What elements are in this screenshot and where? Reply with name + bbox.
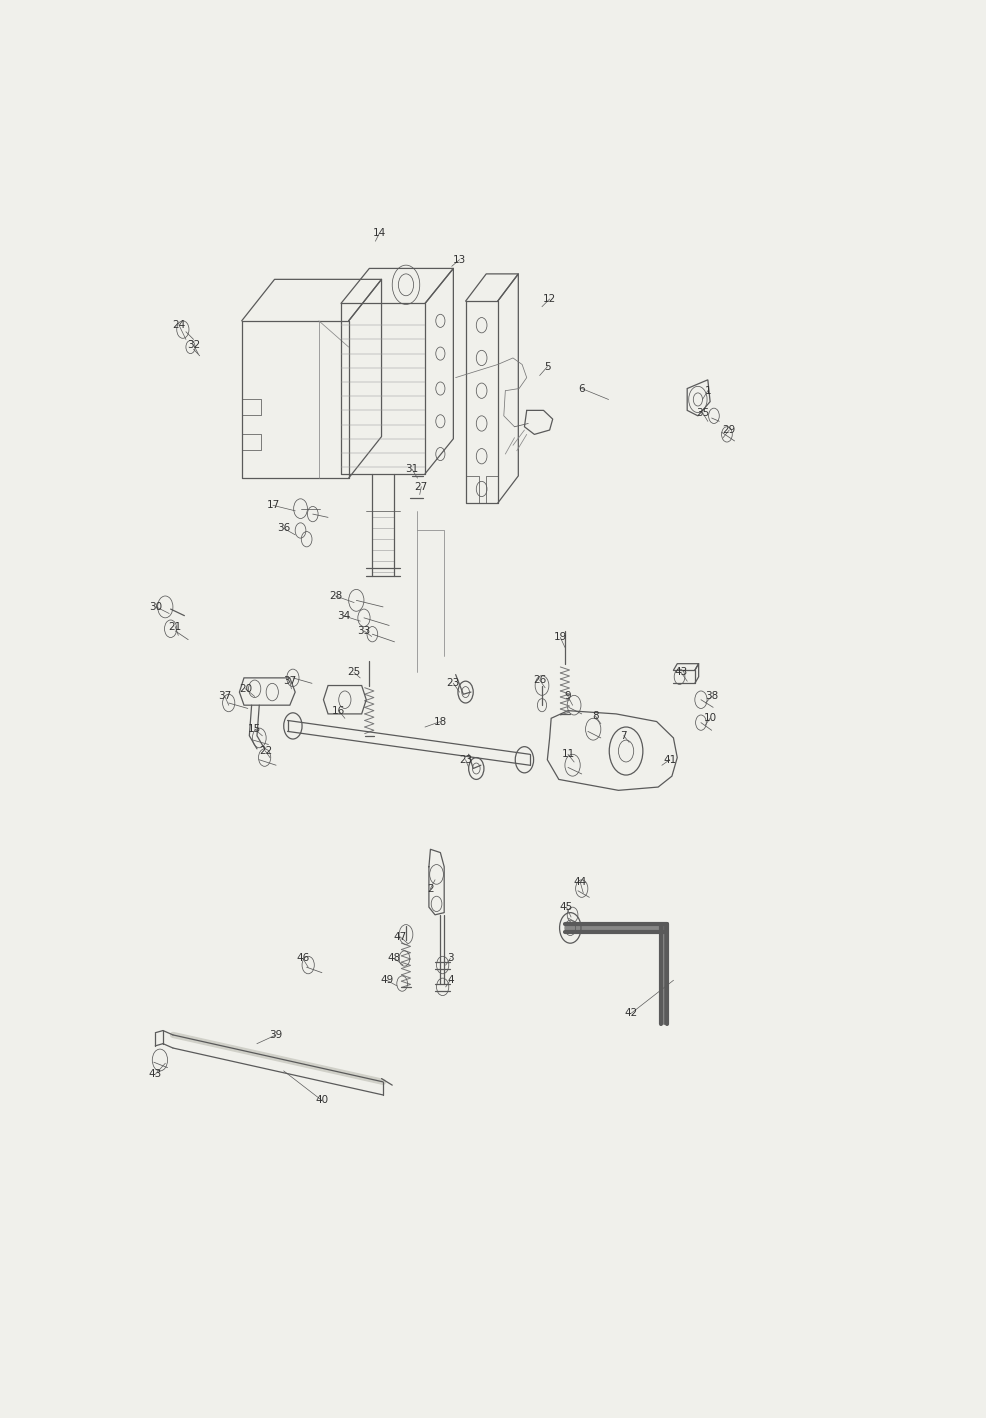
Text: 26: 26 <box>533 675 546 685</box>
Text: 23: 23 <box>447 678 460 688</box>
Text: 32: 32 <box>187 340 200 350</box>
Text: 24: 24 <box>173 320 185 330</box>
Text: 43: 43 <box>674 668 687 678</box>
Text: 18: 18 <box>434 716 447 726</box>
Text: 5: 5 <box>544 362 550 372</box>
Text: 40: 40 <box>316 1096 328 1106</box>
Text: 28: 28 <box>329 591 342 601</box>
Text: 3: 3 <box>447 953 454 963</box>
Text: 11: 11 <box>561 749 575 759</box>
Text: 33: 33 <box>357 625 371 635</box>
Text: 15: 15 <box>248 725 261 735</box>
Text: 43: 43 <box>149 1069 162 1079</box>
Text: 16: 16 <box>332 706 345 716</box>
Text: 41: 41 <box>663 754 676 764</box>
Text: 42: 42 <box>625 1008 638 1018</box>
Text: 12: 12 <box>543 294 556 303</box>
Text: 17: 17 <box>266 501 280 510</box>
Text: 22: 22 <box>258 746 272 756</box>
Text: 44: 44 <box>574 878 587 888</box>
Text: 1: 1 <box>705 386 711 396</box>
Text: 37: 37 <box>218 692 232 702</box>
Text: 9: 9 <box>565 692 571 702</box>
Text: 46: 46 <box>296 953 310 963</box>
Text: 8: 8 <box>593 710 599 722</box>
Text: 36: 36 <box>277 523 290 533</box>
Text: 13: 13 <box>453 255 466 265</box>
Text: 14: 14 <box>373 228 386 238</box>
Text: 30: 30 <box>150 601 163 613</box>
Text: 4: 4 <box>447 976 454 986</box>
Text: 47: 47 <box>393 932 406 942</box>
Text: 49: 49 <box>381 976 393 986</box>
Text: 7: 7 <box>620 730 627 740</box>
Text: 38: 38 <box>705 692 718 702</box>
Text: 29: 29 <box>723 425 736 435</box>
Text: 27: 27 <box>415 482 428 492</box>
Text: 23: 23 <box>458 754 472 764</box>
Text: 10: 10 <box>704 713 717 723</box>
Text: 19: 19 <box>554 632 567 642</box>
Text: 37: 37 <box>283 676 297 686</box>
Text: 31: 31 <box>405 464 419 475</box>
Text: 20: 20 <box>239 683 252 693</box>
Text: 45: 45 <box>560 902 573 912</box>
Text: 21: 21 <box>169 621 181 631</box>
Text: 2: 2 <box>427 883 434 893</box>
Text: 6: 6 <box>579 383 585 394</box>
Text: 34: 34 <box>336 611 350 621</box>
Text: 48: 48 <box>387 953 401 963</box>
Text: 35: 35 <box>696 407 709 417</box>
Text: 39: 39 <box>269 1029 283 1039</box>
Text: 25: 25 <box>347 668 361 678</box>
